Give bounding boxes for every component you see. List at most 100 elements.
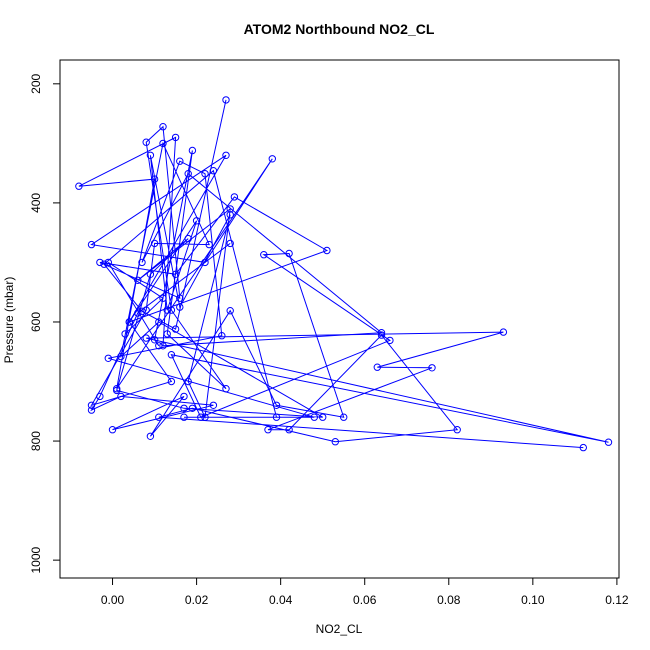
data-point: [310, 413, 318, 421]
data-point: [188, 146, 197, 155]
x-tick-label: 0.12: [605, 593, 629, 607]
data-point: [171, 325, 180, 333]
data-point: [155, 413, 163, 421]
data-point: [167, 377, 176, 386]
data-point: [260, 251, 268, 259]
x-tick-label: 0.06: [353, 593, 377, 607]
data-series-layer: [75, 96, 613, 452]
data-point: [428, 364, 436, 372]
data-point: [180, 413, 188, 421]
series-2: [87, 239, 613, 452]
data-point: [108, 426, 117, 434]
data-point: [159, 294, 167, 302]
data-point: [180, 392, 188, 401]
data-point: [205, 240, 213, 249]
data-point: [134, 276, 142, 284]
data-point: [386, 336, 394, 345]
data-point: [184, 170, 192, 178]
y-tick-label: 200: [29, 73, 43, 93]
data-point: [264, 426, 272, 434]
data-point: [146, 432, 155, 440]
data-point: [226, 307, 234, 315]
series-1: [75, 96, 386, 421]
x-tick-label: 0.08: [437, 593, 461, 607]
data-point: [331, 438, 339, 446]
data-point: [167, 306, 176, 314]
data-point: [222, 151, 230, 160]
data-point: [268, 155, 276, 163]
data-point: [142, 334, 150, 342]
data-point: [176, 157, 184, 165]
data-point: [142, 138, 150, 146]
y-tick-label: 600: [29, 312, 43, 332]
data-point: [201, 258, 209, 267]
data-point: [134, 309, 142, 317]
data-point: [104, 354, 113, 362]
data-point: [230, 193, 239, 201]
data-point: [176, 294, 184, 302]
data-point: [222, 385, 230, 393]
data-point: [150, 239, 159, 248]
data-point: [272, 401, 281, 409]
y-axis-label: Pressure (mbar): [2, 277, 16, 364]
data-point: [96, 392, 104, 401]
data-point: [192, 217, 201, 225]
data-point: [113, 386, 121, 395]
y-axis: 200 400 600 800 1000: [29, 73, 61, 573]
data-point: [167, 351, 176, 359]
data-point: [125, 318, 134, 326]
y-tick-label: 1000: [29, 546, 43, 573]
data-point: [117, 392, 125, 401]
data-point: [377, 331, 386, 339]
data-point: [150, 175, 159, 183]
data-point: [209, 401, 218, 409]
data-point: [209, 167, 218, 175]
data-point: [604, 438, 613, 446]
x-axis: 0.00 0.02 0.04 0.06 0.08 0.10 0.12: [101, 577, 629, 607]
data-point: [138, 307, 146, 315]
data-point: [272, 413, 281, 421]
data-point: [159, 123, 167, 131]
data-point: [163, 306, 171, 314]
series-line: [90, 243, 609, 449]
data-point: [100, 260, 108, 268]
data-point: [87, 240, 96, 249]
data-point: [159, 139, 167, 148]
data-point: [340, 413, 348, 421]
data-point: [180, 404, 188, 412]
data-point: [96, 258, 104, 267]
data-point: [155, 342, 163, 350]
data-point: [171, 270, 180, 278]
data-point: [323, 246, 331, 255]
data-point: [87, 406, 96, 414]
data-point: [146, 270, 155, 278]
data-point: [150, 336, 159, 344]
x-tick-label: 0.02: [185, 593, 209, 607]
data-point: [171, 133, 180, 142]
chart-title: ATOM2 Northbound NO2_CL: [244, 21, 435, 37]
data-point: [138, 258, 146, 267]
y-tick-label: 400: [29, 193, 43, 213]
data-point: [155, 318, 163, 326]
x-tick-label: 0.04: [269, 593, 293, 607]
data-point: [285, 249, 293, 258]
x-tick-label: 0.10: [521, 593, 545, 607]
data-point: [222, 96, 230, 104]
data-point: [373, 363, 381, 371]
data-point: [226, 211, 234, 219]
data-point: [163, 330, 171, 338]
data-point: [146, 151, 155, 160]
series-line: [78, 99, 383, 419]
data-point: [159, 342, 167, 350]
data-point: [218, 332, 226, 340]
data-point: [188, 404, 197, 412]
data-point: [453, 426, 461, 434]
data-point: [104, 258, 113, 267]
y-tick-label: 800: [29, 431, 43, 451]
data-point: [226, 239, 234, 248]
data-point: [285, 426, 293, 434]
data-point: [197, 413, 205, 421]
data-point: [201, 170, 209, 178]
